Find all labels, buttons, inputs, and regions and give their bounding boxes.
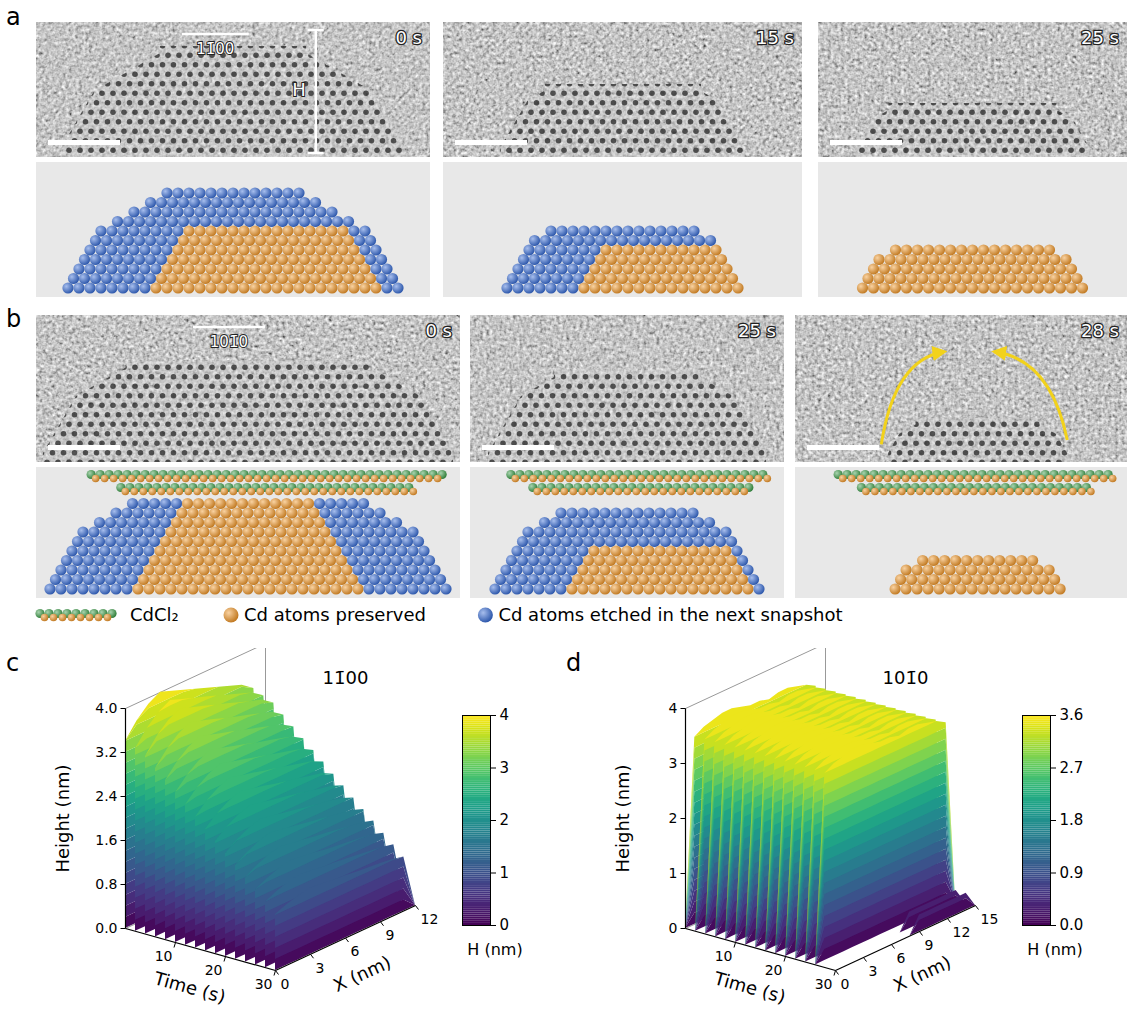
svg-text:6: 6: [351, 943, 360, 959]
svg-text:9: 9: [925, 937, 934, 953]
html-text:b: b: [6, 305, 22, 333]
svg-text:0 s: 0 s: [395, 27, 422, 48]
svg-text:12: 12: [421, 911, 439, 927]
html-text:d: d: [566, 649, 582, 677]
svg-text:101̄0: 101̄0: [210, 333, 248, 351]
svg-text:20: 20: [205, 962, 223, 978]
svg-text:2: 2: [669, 810, 678, 826]
svg-text:Time (s): Time (s): [711, 967, 788, 1007]
svg-text:15: 15: [981, 911, 999, 927]
svg-text:3: 3: [669, 755, 678, 771]
svg-text:X (nm): X (nm): [890, 951, 954, 996]
svg-text:3: 3: [500, 759, 510, 777]
html-text:c: c: [6, 649, 20, 677]
svg-text:1: 1: [669, 865, 678, 881]
svg-text:15 s: 15 s: [756, 27, 794, 48]
svg-text:Time (s): Time (s): [151, 967, 228, 1007]
svg-text:30: 30: [255, 976, 273, 992]
svg-text:3.6: 3.6: [1060, 706, 1084, 724]
svg-text:4.0: 4.0: [95, 700, 117, 716]
svg-text:0.8: 0.8: [95, 876, 117, 892]
svg-text:Cd atoms etched in the next sn: Cd atoms etched in the next snapshot: [498, 604, 842, 625]
svg-text:0 s: 0 s: [425, 320, 452, 341]
svg-text:H: H: [292, 79, 306, 100]
svg-text:20: 20: [765, 962, 783, 978]
svg-text:CdCl₂: CdCl₂: [130, 604, 179, 625]
svg-text:12: 12: [953, 924, 971, 940]
svg-text:10: 10: [155, 948, 173, 964]
svg-text:Height (nm): Height (nm): [52, 764, 73, 872]
svg-text:0: 0: [669, 920, 678, 936]
html-text:a: a: [6, 3, 21, 31]
svg-text:28 s: 28 s: [1081, 320, 1119, 341]
svg-text:0: 0: [841, 976, 850, 992]
svg-text:4: 4: [500, 706, 510, 724]
svg-text:3: 3: [316, 960, 325, 976]
svg-text:0: 0: [281, 976, 290, 992]
svg-text:Height (nm): Height (nm): [612, 764, 633, 872]
html-text:H (nm): H (nm): [467, 940, 523, 959]
svg-text:30: 30: [815, 976, 833, 992]
svg-text:25 s: 25 s: [738, 320, 776, 341]
svg-text:2.4: 2.4: [95, 788, 117, 804]
svg-text:0: 0: [500, 916, 510, 934]
svg-text:X (nm): X (nm): [330, 951, 394, 996]
svg-text:4: 4: [669, 700, 678, 716]
svg-text:1.8: 1.8: [1060, 811, 1084, 829]
svg-text:3: 3: [869, 963, 878, 979]
svg-text:11̄00: 11̄00: [196, 40, 234, 58]
svg-text:101̄0: 101̄0: [883, 667, 929, 688]
svg-text:10: 10: [715, 948, 733, 964]
svg-text:1: 1: [500, 864, 510, 882]
svg-text:3.2: 3.2: [95, 744, 117, 760]
svg-text:2.7: 2.7: [1060, 759, 1084, 777]
svg-text:0.9: 0.9: [1060, 864, 1084, 882]
svg-text:6: 6: [897, 950, 906, 966]
svg-text:Cd atoms preserved: Cd atoms preserved: [244, 604, 426, 625]
svg-text:9: 9: [386, 927, 395, 943]
svg-text:11̄00: 11̄00: [323, 667, 369, 688]
svg-text:0.0: 0.0: [1060, 916, 1084, 934]
svg-text:25 s: 25 s: [1081, 27, 1119, 48]
svg-text:0.0: 0.0: [95, 920, 117, 936]
svg-text:1.6: 1.6: [95, 832, 117, 848]
svg-text:2: 2: [500, 811, 510, 829]
html-text:H (nm): H (nm): [1027, 940, 1083, 959]
